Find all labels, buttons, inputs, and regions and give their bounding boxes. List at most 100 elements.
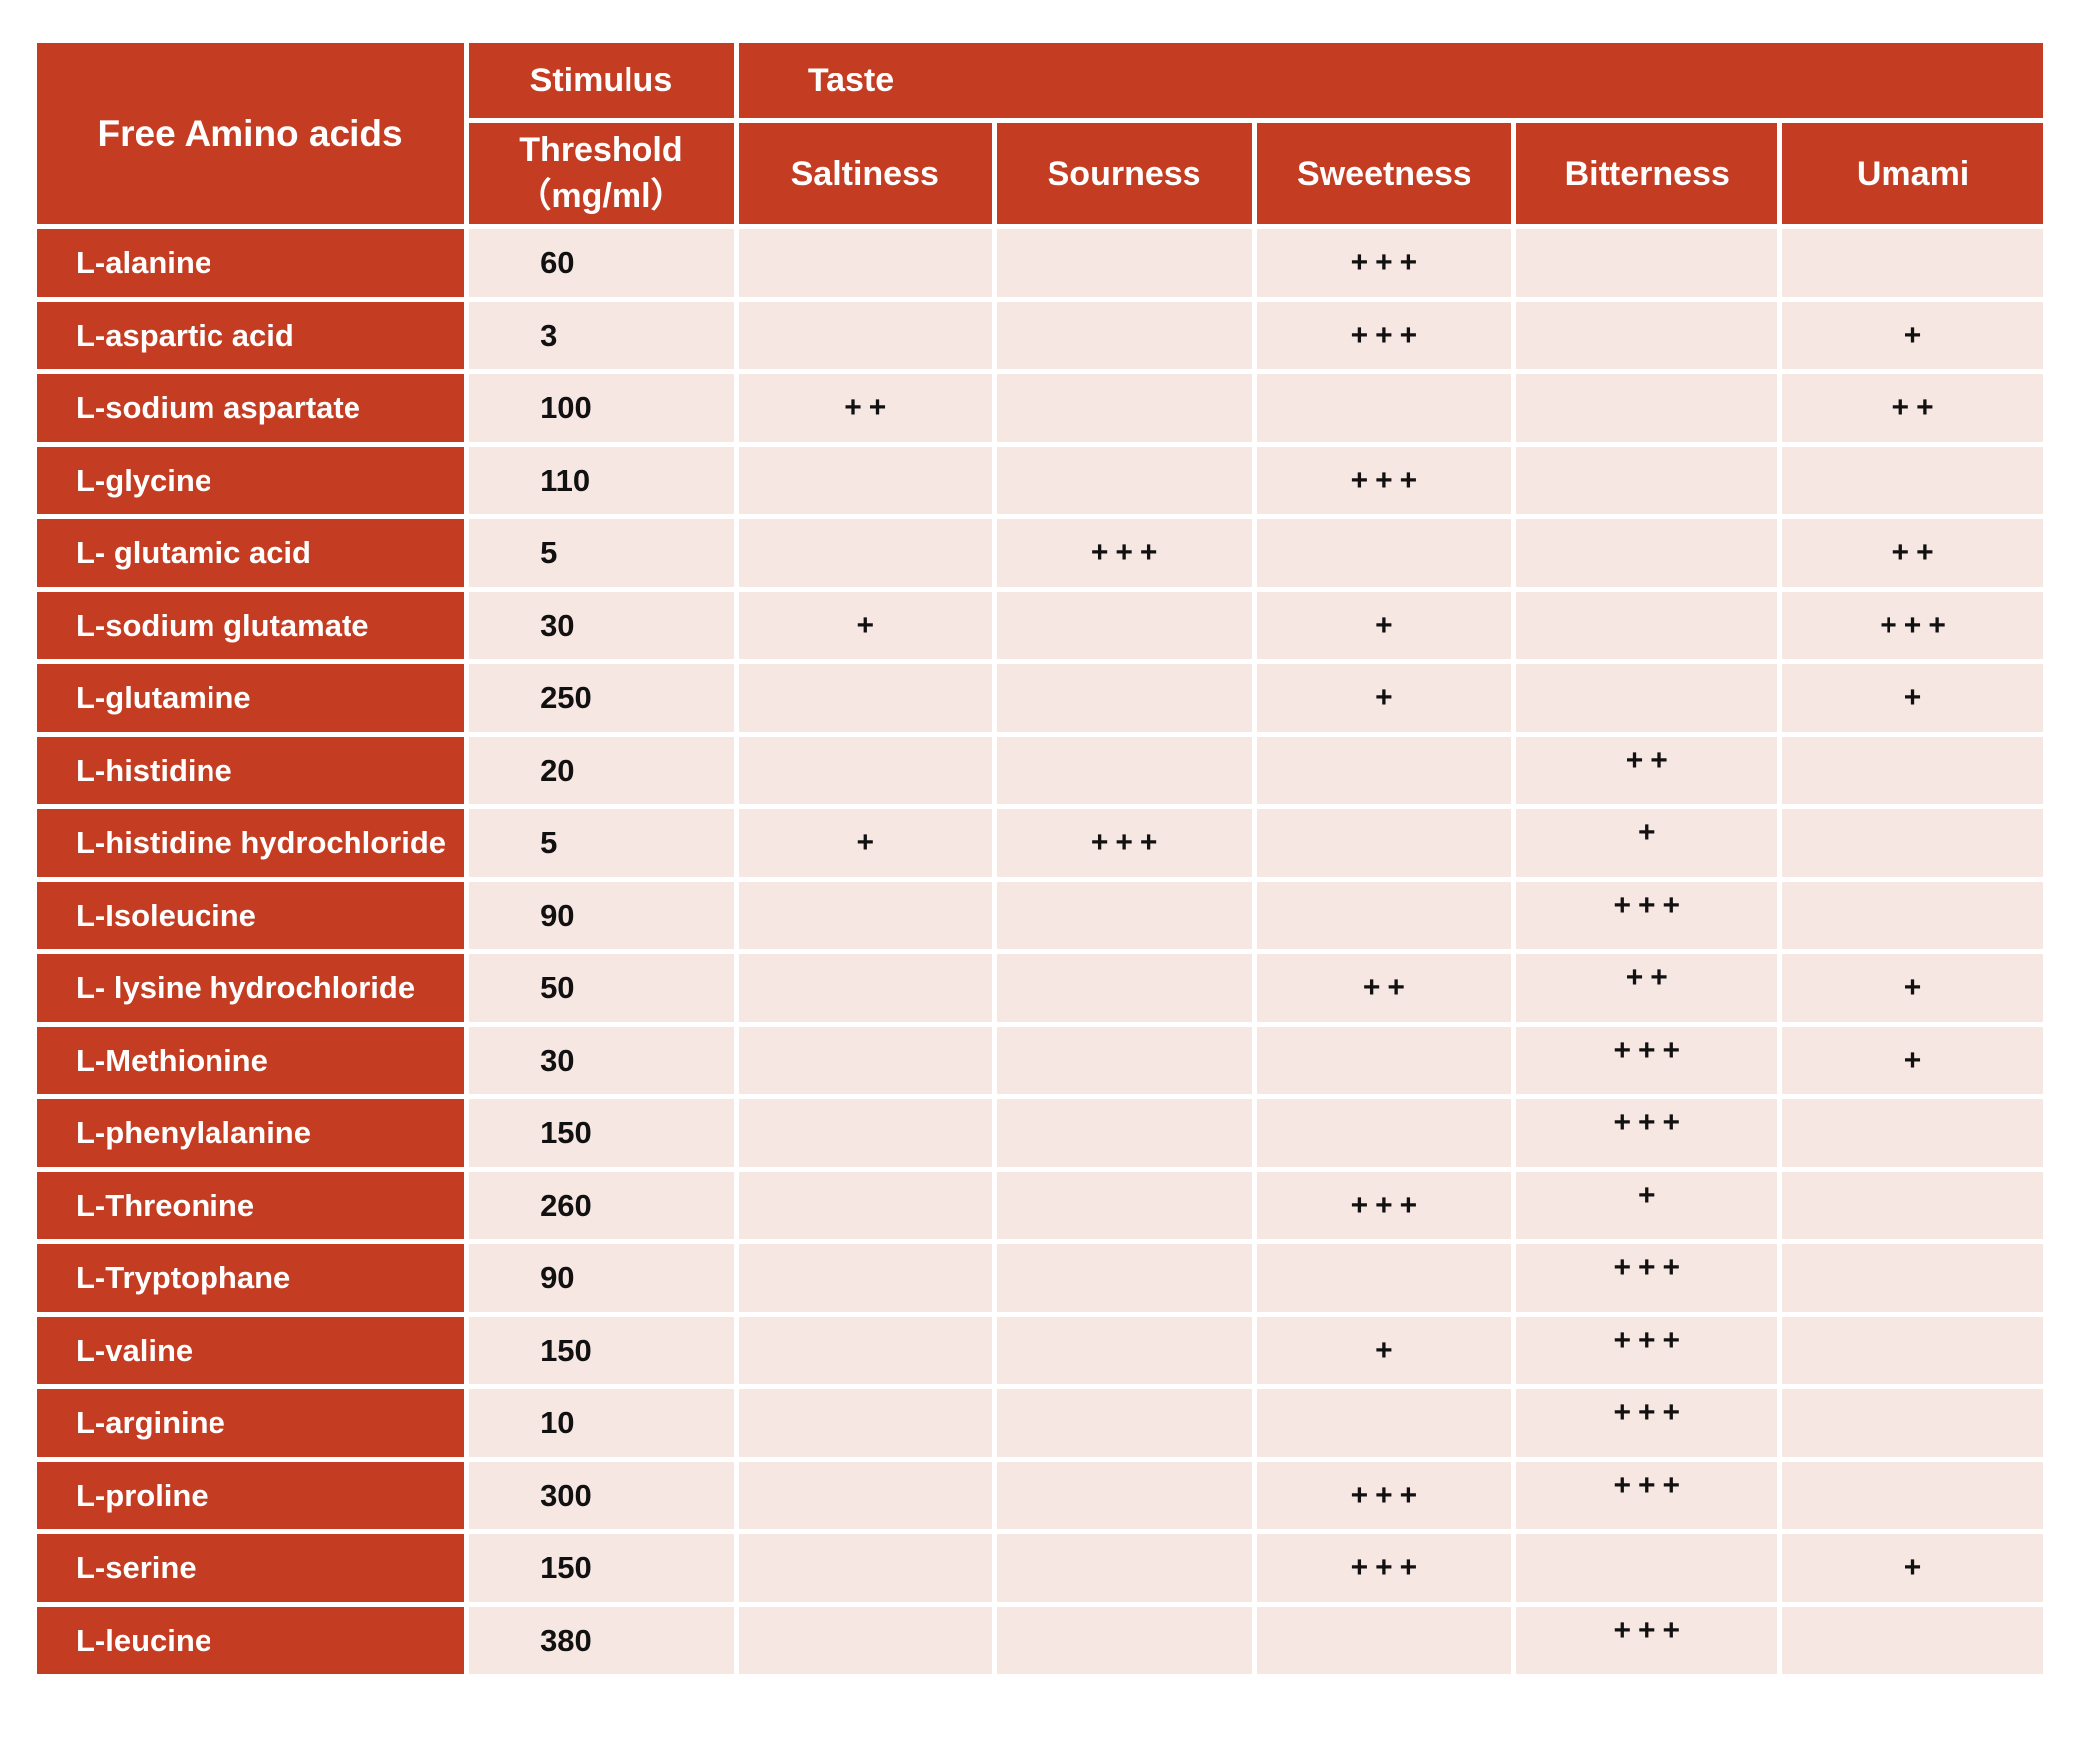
bitterness-marks: +++: [1613, 1251, 1688, 1284]
table-row: L-valine 150 + +++: [37, 1317, 2043, 1384]
row-label: L-sodium glutamate: [37, 592, 465, 659]
row-label: L-sodium aspartate: [37, 374, 465, 442]
threshold-cell: 110: [469, 447, 734, 514]
sweetness-marks: +++: [1350, 1479, 1425, 1512]
bitterness-marks: ++: [1625, 744, 1675, 777]
bitterness-marks: +++: [1613, 1324, 1688, 1357]
table-row: L-Tryptophane 90 +++: [37, 1244, 2043, 1312]
bitterness-marks: +: [1637, 816, 1663, 849]
table-row: L-histidine hydrochloride 5 + +++ +: [37, 809, 2043, 877]
umami-marks: ++: [1891, 391, 1941, 424]
saltiness-cell: ++: [738, 374, 992, 442]
row-label: L-arginine: [37, 1389, 465, 1457]
sweetness-marks: ++: [1362, 971, 1412, 1004]
bitterness-cell: +++: [1516, 1027, 1778, 1094]
table-row: L-phenylalanine 150 +++: [37, 1099, 2043, 1167]
saltiness-cell: [738, 1317, 992, 1384]
table-row: L- glutamic acid 5 +++ ++: [37, 519, 2043, 587]
table-row: L-sodium glutamate 30 + + +++: [37, 592, 2043, 659]
saltiness-cell: [738, 519, 992, 587]
umami-marks: +: [1903, 319, 1929, 352]
row-label: L-histidine hydrochloride: [37, 809, 465, 877]
saltiness-cell: [738, 1244, 992, 1312]
saltiness-cell: [738, 229, 992, 297]
sourness-marks: +++: [1090, 536, 1165, 569]
table-row: L-Methionine 30 +++ +: [37, 1027, 2043, 1094]
header-row-top: Free Amino acids Stimulus Taste: [37, 43, 2043, 224]
row-label: L-glutamine: [37, 664, 465, 732]
row-label: L-Tryptophane: [37, 1244, 465, 1312]
threshold-cell: 90: [469, 882, 734, 949]
row-label: L- glutamic acid: [37, 519, 465, 587]
bitterness-marks: +++: [1613, 1106, 1688, 1139]
table-row: L-glycine 110 +++: [37, 447, 2043, 514]
bitterness-cell: +++: [1516, 882, 1778, 949]
sweetness-cell: [1256, 809, 1512, 877]
umami-cell: ++: [1782, 374, 2043, 442]
sweetness-cell: +++: [1256, 1534, 1512, 1602]
threshold-label: Threshold: [519, 131, 683, 170]
saltiness-cell: [738, 737, 992, 804]
saltiness-marks: ++: [844, 391, 894, 424]
table-row: L-glutamine 250 + +: [37, 664, 2043, 732]
sourness-cell: [996, 1172, 1252, 1239]
sourness-cell: [996, 447, 1252, 514]
sourness-marks: +++: [1090, 826, 1165, 859]
umami-marks: +++: [1880, 609, 1953, 642]
row-label: L-histidine: [37, 737, 465, 804]
taste-header: Taste: [738, 43, 2043, 118]
sweetness-marks: +++: [1350, 246, 1425, 279]
threshold-cell: 30: [469, 1027, 734, 1094]
threshold-cell: 300: [469, 1462, 734, 1529]
saltiness-marks: +: [856, 826, 882, 859]
sweetness-cell: [1256, 1099, 1512, 1167]
bitterness-cell: +++: [1516, 1462, 1778, 1529]
threshold-cell: 150: [469, 1317, 734, 1384]
sweetness-column-header: Sweetness: [1256, 123, 1512, 224]
bitterness-marks: +++: [1613, 1034, 1688, 1067]
umami-marks: +: [1903, 1551, 1929, 1584]
sourness-cell: [996, 1534, 1252, 1602]
bitterness-cell: [1516, 664, 1778, 732]
sweetness-cell: [1256, 1389, 1512, 1457]
table-row: L-sodium aspartate 100 ++ ++: [37, 374, 2043, 442]
threshold-cell: 380: [469, 1607, 734, 1674]
sweetness-cell: [1256, 1244, 1512, 1312]
free-amino-acids-header: Free Amino acids: [37, 43, 465, 224]
bitterness-cell: +++: [1516, 1389, 1778, 1457]
sourness-cell: [996, 374, 1252, 442]
table-row: L-proline 300 +++ +++: [37, 1462, 2043, 1529]
umami-cell: +++: [1782, 592, 2043, 659]
sourness-cell: [996, 1317, 1252, 1384]
sweetness-cell: [1256, 1027, 1512, 1094]
bitterness-cell: +++: [1516, 1607, 1778, 1674]
row-label: L- lysine hydrochloride: [37, 954, 465, 1022]
threshold-cell: 150: [469, 1534, 734, 1602]
sourness-cell: [996, 229, 1252, 297]
sourness-cell: [996, 954, 1252, 1022]
sweetness-cell: +++: [1256, 1462, 1512, 1529]
threshold-cell: 20: [469, 737, 734, 804]
threshold-unit: （mg/ml）: [517, 177, 685, 215]
saltiness-cell: [738, 447, 992, 514]
sweetness-cell: [1256, 519, 1512, 587]
threshold-cell: 50: [469, 954, 734, 1022]
sourness-cell: [996, 1027, 1252, 1094]
header-row-bottom: Threshold （mg/ml） Saltiness Sourness Swe…: [37, 123, 2043, 224]
umami-cell: [1782, 1244, 2043, 1312]
bitterness-cell: [1516, 592, 1778, 659]
umami-marks: +: [1903, 971, 1929, 1004]
amino-acid-taste-table: Free Amino acids Stimulus Taste Threshol…: [32, 38, 2048, 1679]
sourness-cell: [996, 1462, 1252, 1529]
bitterness-marks: +++: [1613, 889, 1688, 922]
sourness-cell: [996, 302, 1252, 369]
umami-cell: [1782, 809, 2043, 877]
saltiness-cell: [738, 1172, 992, 1239]
sweetness-marks: +++: [1350, 1551, 1425, 1584]
threshold-cell: 5: [469, 519, 734, 587]
sourness-column-header: Sourness: [996, 123, 1252, 224]
sweetness-cell: ++: [1256, 954, 1512, 1022]
table-row: L- lysine hydrochloride 50 ++ ++ +: [37, 954, 2043, 1022]
saltiness-cell: +: [738, 809, 992, 877]
